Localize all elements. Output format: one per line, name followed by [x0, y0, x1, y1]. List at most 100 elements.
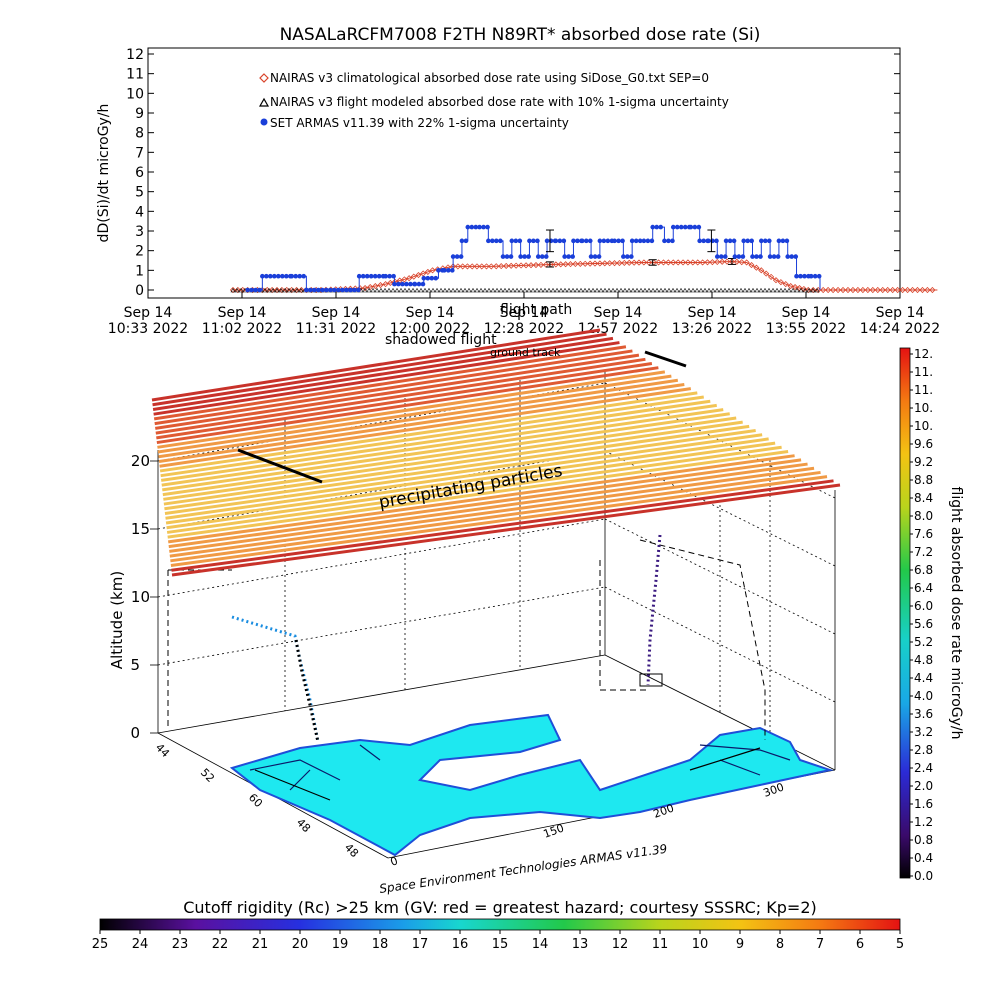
sheet-stripe	[167, 450, 789, 539]
armas-point	[276, 273, 281, 279]
armas-point	[260, 273, 265, 279]
sheet-stripe	[165, 437, 769, 525]
upper-track-segment	[237, 350, 687, 484]
y-tick-label: 12	[126, 47, 144, 63]
armas-point	[425, 275, 431, 281]
sheet-stripe	[166, 445, 782, 534]
y-tick-label: 3	[135, 224, 144, 240]
lat-tick: 52	[198, 766, 217, 785]
altitude-axis: 0 5 10 15 20 Altitude (km)	[108, 452, 150, 742]
nairas-point	[834, 286, 842, 294]
nairas-point	[805, 286, 812, 294]
armas-point	[531, 238, 536, 244]
flight-point	[610, 287, 616, 293]
flight-point	[386, 287, 392, 293]
nairas-point	[522, 262, 530, 269]
flight-point	[762, 287, 768, 293]
armas-point	[722, 254, 728, 259]
flight-point	[498, 287, 504, 293]
armas-point	[629, 254, 634, 259]
nairas-point	[298, 286, 305, 294]
x-tick-label-date: Sep 14	[124, 305, 173, 321]
y-tick-label: 5	[135, 185, 144, 201]
nairas-point	[825, 286, 832, 294]
armas-point	[780, 238, 786, 244]
armas-point	[308, 287, 313, 293]
x-tick-label-date: Sep 14	[500, 305, 549, 321]
armas-point	[477, 224, 482, 230]
x-tick-label-time: 14:24 2022	[860, 321, 940, 337]
armas-point	[701, 238, 706, 244]
flight-point	[298, 287, 304, 293]
sheet-stripe	[153, 341, 620, 416]
airport-marker	[639, 673, 663, 687]
nairas-point	[488, 263, 495, 270]
armas-point	[645, 238, 651, 244]
lat-tick: 60	[246, 791, 265, 810]
armas-point	[368, 273, 374, 279]
flight-point	[594, 287, 600, 293]
nairas-point	[854, 286, 861, 294]
nairas-point	[483, 263, 490, 270]
flight-point	[742, 287, 748, 293]
nairas-point	[401, 276, 408, 283]
armas-point	[731, 238, 737, 244]
nairas-point	[424, 268, 431, 275]
flight-point	[374, 287, 380, 293]
flight-point	[778, 287, 784, 293]
armas-point	[498, 238, 503, 244]
colorbar-tick-label: 3.6	[914, 707, 933, 721]
flight-point	[394, 287, 400, 293]
armas-point	[535, 238, 540, 244]
armas-point	[264, 273, 269, 279]
flight-point	[786, 287, 792, 293]
colorbar-tick-label: 12.	[914, 347, 933, 361]
flight-point	[694, 287, 700, 293]
nairas-point	[763, 270, 770, 277]
x-tick-label-date: Sep 14	[406, 305, 455, 321]
nairas-point	[929, 286, 936, 294]
nairas-point	[723, 258, 731, 265]
armas-point	[508, 254, 514, 259]
nairas-point	[229, 286, 237, 294]
flight-point	[514, 287, 520, 293]
nairas-point	[904, 286, 911, 294]
flight-path	[167, 534, 766, 743]
nairas-point	[367, 283, 374, 291]
flight-point	[442, 287, 448, 293]
colorbar-tick-label: 0.0	[914, 869, 933, 883]
flight-point	[758, 287, 764, 293]
armas-point	[469, 224, 475, 230]
nairas-point	[410, 273, 417, 280]
flight-point	[414, 287, 420, 293]
armas-point	[754, 254, 759, 259]
nairas-point	[478, 263, 485, 270]
series-set-armas	[245, 224, 822, 293]
flight-point	[390, 287, 396, 293]
flight-point	[542, 287, 548, 293]
armas-point	[328, 287, 333, 293]
nairas-point	[748, 262, 755, 269]
armas-point	[637, 238, 643, 244]
armas-point	[802, 273, 807, 279]
sheet-stripe	[168, 454, 795, 544]
armas-point	[785, 254, 791, 259]
armas-point	[436, 268, 441, 273]
flight-point	[626, 287, 632, 293]
armas-point	[301, 273, 307, 279]
armas-point	[535, 254, 541, 259]
sheet-stripe	[152, 332, 607, 407]
flight-point	[466, 287, 472, 293]
colorbar-tick-label: 4.8	[914, 653, 933, 667]
nairas-point	[429, 267, 436, 274]
flight-point	[554, 287, 560, 293]
armas-point	[767, 254, 773, 259]
flight-point	[366, 287, 372, 293]
sheet-stripe	[159, 391, 698, 473]
nairas-point	[387, 279, 394, 286]
x-tick-label-date: Sep 14	[312, 305, 361, 321]
armas-point	[767, 238, 772, 244]
y-tick-label: 8	[135, 126, 144, 142]
flight-point	[286, 287, 292, 293]
flight-point	[702, 287, 708, 293]
